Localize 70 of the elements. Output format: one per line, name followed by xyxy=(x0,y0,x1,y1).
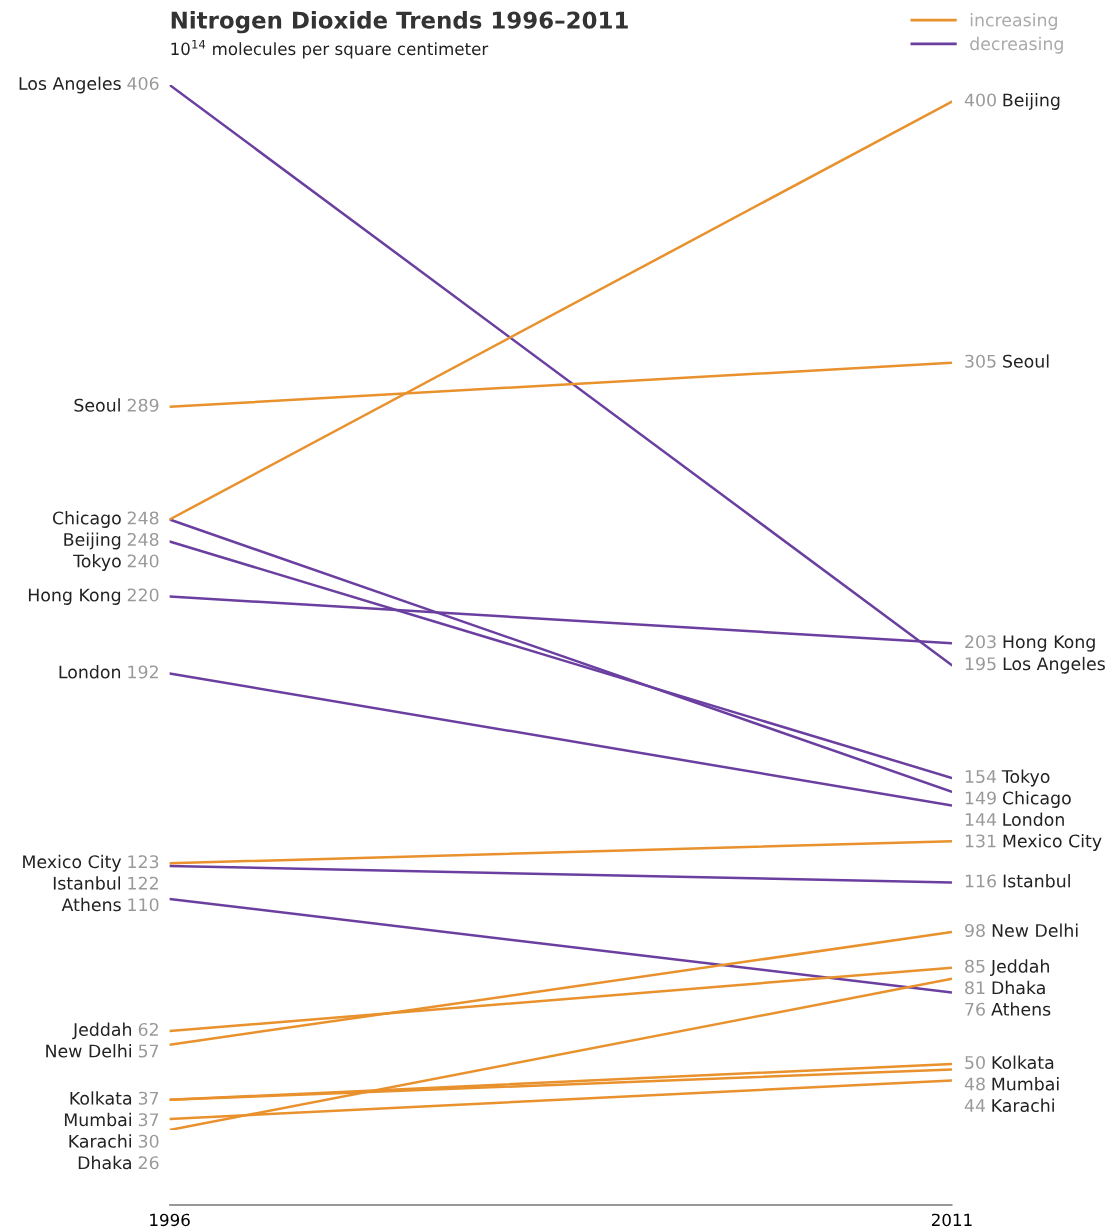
data-label: 48 xyxy=(964,1077,985,1091)
data-label: 26 xyxy=(138,1156,159,1170)
data-label: 85 xyxy=(965,959,985,973)
chart-subtitle: 10$^{14}$ molecules per square centimeter xyxy=(171,40,489,59)
data-label: 195 xyxy=(965,657,996,671)
text: Istanbul xyxy=(1003,874,1070,888)
data-label: 149 xyxy=(965,791,996,805)
data-label: 305 xyxy=(965,354,996,368)
text: Karachi xyxy=(69,1134,131,1148)
data-label: 154 xyxy=(965,770,997,784)
text: Beijing xyxy=(64,532,121,550)
text: Jeddah xyxy=(990,959,1049,977)
data-label: 110 xyxy=(128,898,159,912)
text: London xyxy=(59,665,121,679)
text: Kolkata xyxy=(70,1091,132,1105)
text: Hong Kong xyxy=(1003,635,1095,652)
text: Mexico City xyxy=(1003,834,1102,851)
text: Los Angeles xyxy=(19,76,121,94)
x-tick-label: 1996 xyxy=(150,1213,190,1227)
data-label: 116 xyxy=(965,874,996,888)
data-label: 131 xyxy=(965,834,996,848)
data-label: 192 xyxy=(128,665,158,679)
text: Mumbai xyxy=(64,1112,131,1127)
data-label: 248 xyxy=(127,511,159,525)
data-label: 248 xyxy=(127,532,159,547)
data-label: 123 xyxy=(128,855,159,869)
text: Chicago xyxy=(1002,791,1071,808)
text: Jeddah xyxy=(72,1022,132,1040)
text: Istanbul xyxy=(53,876,120,890)
data-label: 289 xyxy=(127,398,159,412)
text: Mexico City xyxy=(23,854,122,872)
data-label: 76 xyxy=(965,1002,985,1016)
data-label: 122 xyxy=(128,876,158,890)
text: Athens xyxy=(991,1002,1051,1016)
data-label: 30 xyxy=(138,1134,159,1148)
data-label: 57 xyxy=(138,1044,159,1058)
data-label: 203 xyxy=(965,635,996,649)
data-label: 144 xyxy=(965,813,997,826)
data-label: 98 xyxy=(965,923,985,938)
data-label: 37 xyxy=(138,1113,159,1127)
x-tick-label: 2011 xyxy=(931,1213,972,1227)
text: London xyxy=(1003,812,1064,827)
text: Hong Kong xyxy=(28,588,121,605)
text: Los Angeles xyxy=(1003,656,1105,674)
text: Dhaka xyxy=(78,1155,131,1170)
data-label: 400 xyxy=(964,93,996,107)
data-label: 406 xyxy=(127,76,159,91)
data-label: 44 xyxy=(964,1099,986,1112)
text: increasing xyxy=(970,13,1057,30)
data-label: 62 xyxy=(138,1022,158,1037)
chart-title: Nitrogen Dioxide Trends 1996–2011 xyxy=(171,11,628,34)
text: Kolkata xyxy=(992,1055,1054,1070)
data-label: 81 xyxy=(965,981,985,995)
data-label: 220 xyxy=(127,588,159,602)
text: Mumbai xyxy=(992,1077,1059,1091)
text: New Delhi xyxy=(992,923,1078,938)
data-label: 37 xyxy=(138,1091,159,1105)
text: Tokyo xyxy=(73,554,121,571)
text: Karachi xyxy=(992,1098,1054,1113)
text: Dhaka xyxy=(992,980,1045,995)
data-label: 240 xyxy=(127,554,159,568)
data-label: 50 xyxy=(965,1055,985,1070)
text: Athens xyxy=(61,897,121,912)
text: Tokyo xyxy=(1001,769,1050,787)
text: Chicago xyxy=(52,511,121,528)
text: Beijing xyxy=(1003,93,1060,110)
text: New Delhi xyxy=(46,1044,131,1058)
text: Seoul xyxy=(74,398,120,412)
text: Seoul xyxy=(1003,354,1049,368)
text: decreasing xyxy=(970,36,1063,54)
